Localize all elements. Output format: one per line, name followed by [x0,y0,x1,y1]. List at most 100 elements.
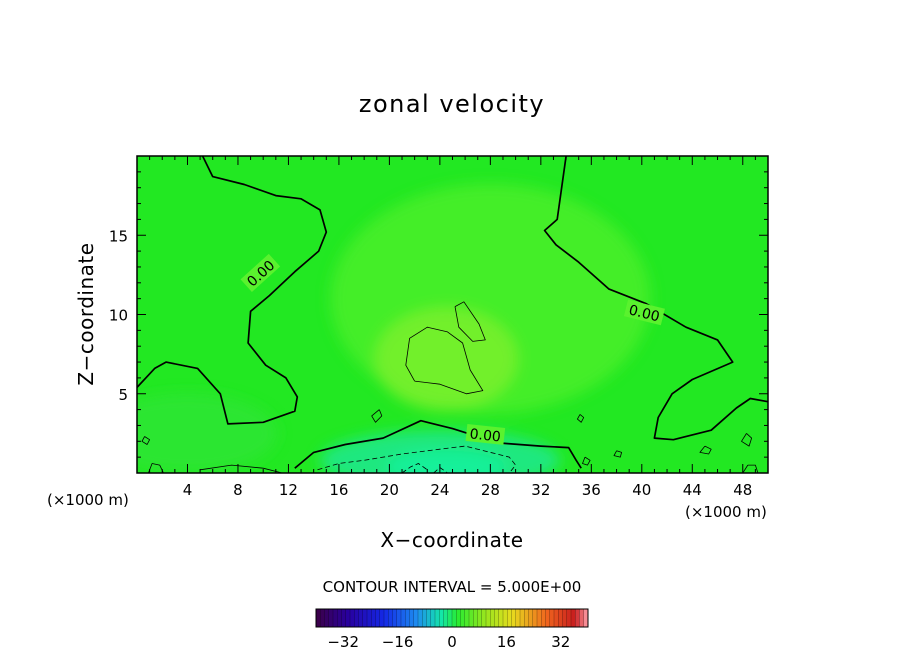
colorbar-swatch [515,609,521,627]
colorbar-swatch [396,609,402,627]
y-tick-label: 10 [109,307,128,325]
colorbar-swatch [473,609,478,627]
colorbar-swatch [384,609,389,627]
field-patch-core [374,306,519,411]
colorbar-swatch [486,609,491,627]
positive-contour [371,409,383,423]
x-tick-label: 32 [531,481,550,499]
colorbar-swatch [537,609,542,627]
colorbar [315,608,589,628]
colorbar-swatch [430,609,436,627]
y-tick-labels: 5 10 15 [109,227,128,404]
colorbar-swatch [571,609,576,627]
colorbar-swatch [498,609,504,627]
positive-contour [141,436,151,445]
colorbar-swatch [481,609,487,627]
colorbar-swatch [575,609,580,627]
colorbar-swatch [375,609,381,627]
colorbar-swatch [413,609,419,627]
colorbar-frame [315,608,589,628]
colorbar-swatch [443,609,449,627]
positive-contour [200,464,283,473]
colorbar-swatch [507,609,512,627]
x-tick-labels: 4 8 12 16 20 24 28 32 36 40 44 48 [183,481,753,499]
colorbar-swatch [362,609,368,627]
positive-contour [613,450,622,458]
colorbar-swatch [456,609,461,627]
colorbar-swatch [401,609,406,627]
positive-contour [699,445,712,455]
colorbar-swatch [418,609,423,627]
field-patch-left [137,393,278,473]
x-tick-label: 40 [632,481,651,499]
plot-area: 0.000.000.00 [136,155,769,474]
colorbar-swatch [426,609,432,627]
colorbar-swatch [477,609,483,627]
colorbar-swatch [358,609,364,627]
x-tick-label: 36 [582,481,601,499]
colorbar-swatch [350,609,355,627]
positive-contour [577,414,585,423]
contour-label-backing [465,424,506,445]
colorbar-swatch [333,609,338,627]
x-tick-label: 24 [430,481,449,499]
colorbar-swatch [409,609,415,627]
colorbar-swatch [422,609,427,627]
colorbar-tick-label: 32 [551,633,570,651]
colorbar-swatch [469,609,474,627]
x-unit-right: (×1000 m) [685,503,767,521]
colorbar-swatch [524,609,529,627]
contour-label-backing [240,253,281,292]
axis-ticks [137,156,768,473]
colorbar-swatch [439,609,444,627]
colorbar-swatch [435,609,440,627]
colorbar-swatch [464,609,470,627]
y-tick-label: 15 [109,227,128,245]
colorbar-tick-labels: −32 −16 0 16 32 [327,633,570,651]
x-tick-label: 16 [329,481,348,499]
colorbar-swatch [316,609,321,627]
colorbar-swatch [549,609,555,627]
negative-contour [401,463,428,473]
positive-contour [148,463,164,473]
x-axis-label: X−coordinate [380,528,523,552]
x-tick-label: 12 [279,481,298,499]
x-tick-label: 48 [733,481,752,499]
colorbar-swatch [328,609,334,627]
positive-contour [405,326,484,395]
colorbar-swatch [566,609,572,627]
colorbar-swatch [320,609,325,627]
colorbar-swatch [532,609,538,627]
colorbar-swatch [341,609,347,627]
zero-contour [137,156,328,425]
colorbar-swatch [545,609,551,627]
colorbar-swatch [324,609,330,627]
colorbar-swatch [392,609,398,627]
zero-contour [543,156,768,441]
colorbar-swatch [511,609,517,627]
colorbar-tick-label: 0 [447,633,457,651]
contour-label-backing [623,299,665,326]
negative-contour [317,445,517,473]
colorbar-swatch [337,609,342,627]
colorbar-tick-label: 16 [497,633,516,651]
colorbar-swatch [490,609,495,627]
colorbar-tick-label: −32 [327,633,359,651]
colorbar-swatch [494,609,500,627]
colorbar-swatch [503,609,508,627]
colorbar-swatch [579,609,585,627]
x-tick-label: 44 [683,481,702,499]
colorbar-swatch [554,609,559,627]
contour-label: 0.00 [627,302,661,325]
colorbar-swatch [520,609,525,627]
x-tick-label: 4 [183,481,193,499]
y-axis-label: Z−coordinate [74,242,98,385]
positive-contour [742,464,759,473]
colorbar-swatch [371,609,376,627]
positive-contour [582,456,591,466]
contour-lines [137,156,768,473]
x-tick-label: 20 [380,481,399,499]
positive-contour [454,301,486,342]
chart-title: zonal velocity [359,90,545,118]
